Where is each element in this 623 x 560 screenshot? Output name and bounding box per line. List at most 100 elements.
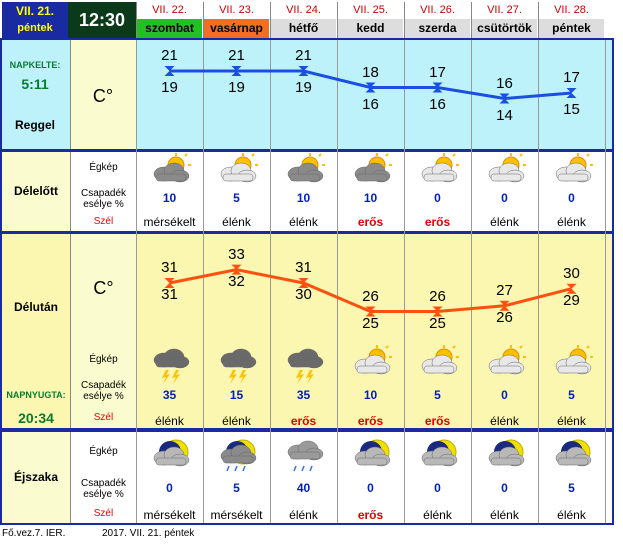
temp-lower: 19: [161, 79, 178, 96]
column-divider: [136, 40, 137, 523]
delutan-temp-marker: [365, 306, 376, 317]
thunderstorm-icon: [213, 344, 261, 384]
precip-value: 0: [367, 481, 374, 495]
sun-cloud-icon: [213, 152, 261, 188]
cloud-sun-icon: [280, 152, 328, 188]
wind-value: erős: [290, 414, 317, 428]
temp-lower: 32: [228, 272, 245, 290]
reggel-unit: C°: [92, 86, 114, 106]
delelott-label-cell: [2, 152, 70, 231]
temp-lower: 19: [228, 79, 245, 96]
wind-value: élénk: [557, 215, 586, 229]
temp-upper: 26: [362, 287, 379, 305]
temp-lower: 19: [295, 79, 312, 96]
delutan-temp-marker: [298, 278, 309, 288]
cloud-sun-icon: [146, 152, 194, 188]
day-date: VII. 27.: [472, 2, 537, 19]
delutan-temp-marker: [231, 264, 242, 275]
precip-value: 5: [434, 388, 441, 402]
day-header-5: VII. 27. csütörtök: [471, 2, 537, 38]
day-date: VII. 28.: [539, 2, 604, 19]
precip-value: 5: [233, 191, 240, 205]
precip-value: 10: [296, 191, 311, 205]
reggel-temp-marker: [365, 82, 376, 93]
moon-cloud-icon: [347, 436, 395, 472]
column-divider: [203, 40, 204, 523]
day-name: vasárnap: [204, 19, 269, 38]
day-date: VII. 25.: [338, 2, 403, 19]
temp-upper: 17: [429, 63, 446, 81]
precip-value: 0: [501, 388, 508, 402]
wind-value: élénk: [289, 508, 318, 522]
column-divider: [605, 40, 606, 523]
thunderstorm-icon: [280, 344, 328, 384]
precip-value: 35: [162, 388, 177, 402]
temp-lower: 29: [563, 291, 580, 309]
delutan-temp-marker: [164, 278, 175, 288]
wind-value: élénk: [222, 215, 251, 229]
delelott-wind-label: Szél: [93, 216, 114, 227]
day-date: VII. 26.: [405, 2, 470, 19]
column-divider: [270, 40, 271, 523]
precip-value: 0: [501, 481, 508, 495]
reggel-label-cell: [2, 40, 70, 149]
temp-lower: 26: [496, 308, 513, 326]
footer-date: 2017. VII. 21. péntek: [102, 528, 195, 539]
reggel-temp-marker: [432, 82, 443, 93]
sun-cloud-icon: [481, 152, 529, 188]
delutan-precip-label: Csapadék esélye %: [80, 380, 127, 402]
temp-lower: 25: [362, 314, 379, 332]
moon-cloud-icon: [414, 436, 462, 472]
ejszaka-sky-label: Égkép: [89, 446, 118, 457]
cloud-sun-icon: [347, 152, 395, 188]
delutan-temp-marker: [499, 300, 510, 311]
ejszaka-title: Éjszaka: [13, 470, 59, 484]
precip-value: 10: [162, 191, 177, 205]
temp-lower: 16: [362, 95, 379, 113]
temp-upper: 21: [228, 47, 245, 64]
reggel-temp-marker: [164, 66, 175, 76]
ejszaka-sublabels: Égkép Csapadék esélye % Szél: [70, 432, 136, 523]
sunrise-time: 5:11: [21, 76, 49, 92]
precip-value: 10: [363, 191, 378, 205]
temp-upper: 17: [563, 69, 580, 86]
wind-value: élénk: [423, 508, 452, 522]
ejszaka-wind-label: Szél: [93, 508, 114, 519]
wind-value: élénk: [490, 215, 519, 229]
precip-value: 0: [501, 191, 508, 205]
temp-upper: 21: [295, 47, 312, 64]
precip-value: 5: [233, 481, 240, 495]
moon-rain-icon: [213, 436, 261, 472]
day-header-4: VII. 26. szerda: [404, 2, 470, 38]
precip-value: 0: [434, 481, 441, 495]
sun-cloud-icon: [347, 344, 395, 380]
day-name: csütörtök: [472, 19, 537, 38]
delelott-title: Délelőtt: [13, 184, 58, 198]
wind-value: mérsékelt: [210, 508, 263, 522]
wind-value: élénk: [155, 414, 184, 428]
sun-cloud-icon: [414, 152, 462, 188]
precip-value: 35: [296, 388, 311, 402]
column-divider: [471, 40, 472, 523]
reggel-temp-marker: [298, 66, 309, 76]
precip-value: 15: [229, 388, 244, 402]
delutan-sky-label: Égkép: [89, 354, 118, 365]
current-date-weekday: péntek: [17, 22, 53, 34]
precip-value: 40: [296, 481, 311, 495]
wind-value: erős: [424, 215, 451, 229]
wind-value: mérsékelt: [143, 508, 196, 522]
sunset-time: 20:34: [18, 410, 54, 426]
thunderstorm-icon: [146, 344, 194, 384]
wind-value: élénk: [490, 508, 519, 522]
day-header-1: VII. 23. vasárnap: [203, 2, 269, 38]
day-header-6: VII. 28. péntek: [538, 2, 604, 38]
sun-cloud-icon: [548, 152, 596, 188]
delutan-title: Délután: [13, 300, 58, 314]
temp-upper: 26: [429, 287, 446, 305]
day-date: VII. 24.: [271, 2, 336, 19]
current-date-day: VII. 21.: [15, 4, 55, 18]
day-name: kedd: [338, 19, 403, 38]
wind-value: élénk: [557, 414, 586, 428]
sunrise-label: NAPKELTE:: [9, 60, 61, 70]
